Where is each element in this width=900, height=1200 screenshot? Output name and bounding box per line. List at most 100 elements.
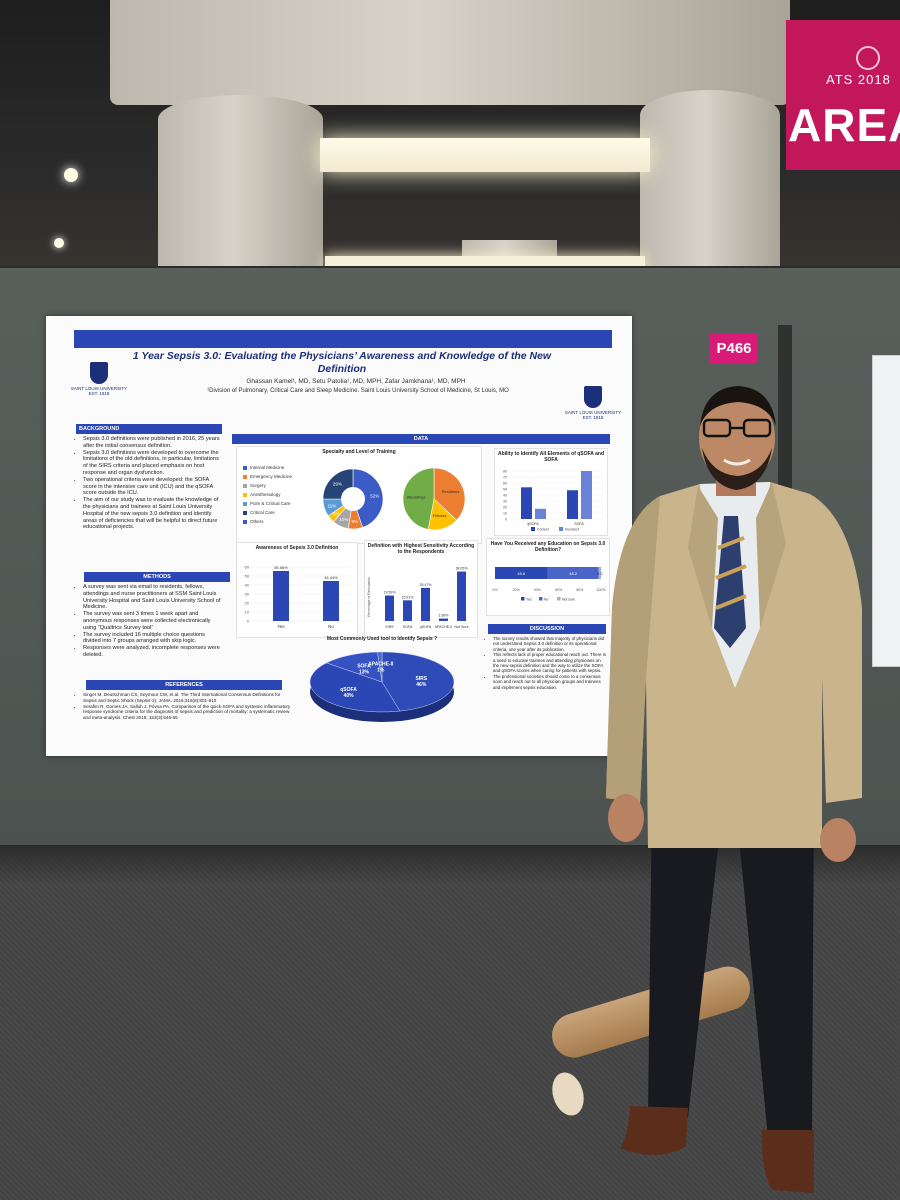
fleur-de-lis-icon [90, 362, 108, 384]
bar [457, 571, 466, 621]
bar [439, 618, 448, 621]
education-chart: Have You Received any Education on Sepsi… [486, 538, 610, 616]
y-tick-label: 20 [245, 601, 250, 606]
ceiling-spotlight [64, 168, 78, 182]
y-axis-label: Percentage of Participants [367, 577, 371, 617]
legend-entry: Emergency Medicine [243, 472, 313, 481]
y-tick-label: 10 [503, 512, 507, 516]
legend-swatch [243, 519, 247, 524]
hair [700, 386, 776, 426]
tie [714, 516, 746, 648]
legend-label: Incorrect [565, 528, 579, 532]
logo-text: SAINT LOUIS UNIVERSITY [70, 386, 128, 391]
legend-label: Internal Medicine [250, 465, 285, 470]
awareness-chart: Awareness of Sepsis 3.0 Definition 0 10 20… [236, 542, 358, 638]
x-tick-label: Yes [277, 624, 285, 629]
donut-hole [341, 487, 365, 511]
bar-value-label: 1.89% [439, 614, 449, 618]
bar-segment [547, 567, 599, 579]
donut-label: 9% [352, 519, 359, 524]
list-item: Two operational criteria were developed:… [83, 477, 222, 497]
legend-entry: Anesthesiology [243, 490, 313, 499]
bar [535, 508, 546, 519]
bar [273, 570, 289, 621]
y-tick-label: 40 [503, 494, 507, 498]
donut-label: 10% [339, 517, 348, 522]
x-tick-label: 60% [555, 588, 563, 592]
methods-list: A survey was sent via email to residents… [76, 584, 222, 659]
donut-label: 29% [333, 481, 342, 486]
y-tick-label: 20 [503, 506, 507, 510]
list-item: The survey was sent 3 times 1 week apart… [83, 611, 222, 631]
bar-value-label: 15.91% [402, 595, 414, 599]
legend-swatch [243, 474, 247, 479]
left-lapel [688, 486, 718, 628]
x-tick-label: APACHE-II [435, 625, 453, 629]
chart-title: Awareness of Sepsis 3.0 Definition [255, 545, 339, 551]
list-item: Sepsis 3.0 definitions were developed to… [83, 450, 222, 477]
bar-value-label: 49.6 [517, 571, 526, 576]
y-tick-label: 30 [245, 592, 250, 597]
list-item: A survey was sent via email to residents… [83, 584, 222, 611]
fleur-de-lis-icon [584, 386, 602, 408]
data-header: DATA [232, 434, 610, 444]
legend-entry: Others [243, 517, 313, 526]
list-item: This reflects lack of proper educational… [493, 652, 606, 674]
education-bars: 49.6 48.2 2.2 0% 20% 40% 60% 80% 100% Yes No Not su… [492, 567, 606, 601]
specialty-chart: Specialty and Level of Training Internal… [236, 446, 482, 544]
chart-title: Ability to Identify All Elements of qSOF… [497, 451, 605, 463]
x-tick-label: SIRS [385, 625, 394, 629]
bar [421, 587, 430, 621]
x-tick-label: qSOFA [527, 522, 539, 526]
bar-value-label: 19.59% [384, 591, 396, 595]
donut-label: 5% [333, 512, 340, 517]
legend-entry: Internal Medicine [243, 463, 313, 472]
awareness-bars: 0 10 20 30 40 50 60 55.56% Yes 44.44% No [245, 565, 351, 629]
x-tick-label: No [328, 624, 334, 629]
x-tick-label: 20% [513, 588, 521, 592]
legend-label: Yes [526, 597, 532, 601]
banner-year: ATS 2018 [826, 72, 891, 87]
methods-text: A survey was sent via email to residents… [76, 584, 222, 659]
references-list: Singer M, Deutschman CS, Seymour CW, et … [76, 692, 294, 721]
x-tick-label: Not Sure [454, 625, 468, 629]
bar-value-label: 48.2 [569, 571, 578, 576]
legend-swatch [559, 527, 563, 531]
chart-title: Have You Received any Education on Sepsi… [490, 541, 606, 553]
y-tick-label: 40 [245, 583, 250, 588]
sensitivity-chart: Definition with Highest Sensitivity Acco… [364, 540, 478, 638]
x-tick-label: SOFA [574, 522, 584, 526]
bar [385, 595, 394, 621]
pie-slice [433, 467, 466, 521]
pie-slice [402, 467, 435, 530]
donut-label: 11% [328, 503, 337, 508]
glasses-icon [702, 418, 772, 438]
bar [521, 487, 532, 519]
y-tick-label: 50 [503, 488, 507, 492]
concrete-pillar-left [158, 95, 323, 295]
right-shoe [761, 1130, 814, 1193]
background-list: Sepsis 3.0 definitions were published in… [76, 436, 222, 531]
pie-label: Residents [442, 489, 460, 494]
legend-label: Critical Care [250, 510, 275, 515]
list-item: The survey included 16 multiple choice q… [83, 632, 222, 646]
research-poster: SAINT LOUIS UNIVERSITY EST. 1818 SAINT L… [46, 316, 632, 756]
y-tick-label: 0 [247, 619, 250, 624]
discussion-text: The survey results showed that majority … [486, 636, 606, 690]
legend-swatch [243, 483, 247, 488]
poster-title: 1 Year Sepsis 3.0: Evaluating the Physic… [132, 350, 552, 375]
sensitivity-bars: Percentage of Participants 19.59% SIRS 15.9… [367, 567, 469, 629]
bar [323, 581, 339, 621]
pie-label-name: APACHE-II [368, 662, 394, 668]
legend-swatch [243, 492, 247, 497]
bar-value-label: 44.44% [324, 575, 338, 580]
y-tick-label: 0 [505, 518, 507, 522]
list-item: Singer M, Deutschman CS, Seymour CW, et … [83, 692, 294, 704]
pie-label: Attendings [407, 494, 426, 499]
pie-label-name: SOFA [357, 663, 371, 669]
list-item: The aim of our study was to evaluate the… [83, 497, 222, 531]
bar [567, 490, 578, 519]
pie-label-value: 46% [416, 682, 427, 688]
x-tick-label: 80% [576, 588, 584, 592]
ats-logo-icon [856, 46, 880, 70]
